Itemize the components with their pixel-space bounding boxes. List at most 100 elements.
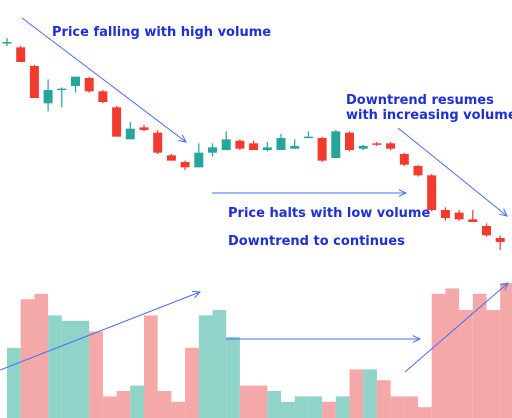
annotation-price-halts: Price halts with low volume [228,206,431,221]
volume-bar [486,310,501,418]
candle [386,142,396,150]
candle [468,210,478,222]
candle-body [331,131,341,158]
candle [43,79,53,112]
volume-bar [34,293,49,418]
candle [57,87,67,108]
candle-body [153,132,163,153]
volume-bar [472,293,487,418]
candle-body [16,47,26,62]
candle [98,90,108,104]
volume-bar [157,391,172,418]
candle [331,130,341,158]
candle-body [317,138,327,161]
volume-bar [404,396,418,418]
candle-body [84,78,94,92]
candle [290,139,300,149]
volume-bar [144,315,158,418]
volume-bar [363,369,377,418]
arrow-price-falling [21,17,187,143]
volume-bar [61,320,76,418]
candle-body [208,147,217,153]
candle-body [427,175,437,210]
candle-body [482,226,491,236]
volume-bar [390,396,405,418]
volume-bar [89,331,103,418]
volume-bar [335,396,350,418]
volume-bar [198,315,213,418]
candle [440,207,450,221]
volume-bar [226,337,240,418]
volume-bar [102,396,117,418]
volume-bar [294,396,309,418]
volume-bar [75,320,90,418]
annotation-downtrend-continues: Downtrend to continues [228,234,405,249]
volume-bar [48,315,62,418]
candle-body [345,132,354,150]
volume-bar [349,369,364,418]
candle [16,46,26,62]
candle [112,106,122,137]
candle [194,143,204,168]
volume-bar [500,283,512,418]
candle [139,124,149,132]
volume-bar [267,391,281,418]
trend-arrows [0,17,509,373]
candle [427,174,437,212]
candle [276,134,286,150]
candle-body [262,147,272,150]
volume-bar [185,347,199,418]
candle-body [290,146,300,149]
volume-bar [431,293,446,418]
candle-body [495,238,505,242]
volume-bar [130,385,144,418]
candle-body [112,107,122,137]
candle [2,38,12,46]
candle-body [399,154,409,165]
candle [125,122,135,140]
annotation-increasing-volume: with increasing volume [346,108,512,123]
candle [454,210,464,221]
candle-body [71,76,80,86]
candle-body [57,88,67,91]
volume-bar [376,380,391,418]
candle [84,76,94,93]
volume-bar [418,407,432,418]
candle-body [166,155,176,161]
volume-bar [116,391,131,418]
candle [495,235,505,250]
candle-body [303,136,313,139]
candle [71,76,80,93]
arrow-downtrend-resumes [397,127,508,217]
candle-body [43,90,53,104]
candle [208,143,217,157]
candle-body [454,212,464,220]
arrow-volume-increasing [404,282,509,373]
candle [166,154,176,161]
arrow-price-halts [212,189,408,197]
candle-body [249,143,259,150]
candle-body [413,166,423,176]
candle-body [468,219,478,222]
volume-bar [212,310,227,418]
candle [235,139,245,150]
candle [221,131,231,150]
candle [482,223,491,237]
candle-body [276,138,286,150]
candle-body [180,162,190,168]
price-candles [2,38,505,250]
volume-bar [281,401,295,418]
candle [413,164,423,177]
candle-body [358,146,368,149]
candle [399,152,409,166]
volume-bar [308,396,323,418]
candle [358,144,368,150]
candle-body [98,91,108,102]
volume-bar [171,401,186,418]
candle-body [29,66,39,98]
candle [317,136,327,162]
arrow-volume-flat [226,335,422,343]
candle [153,130,163,154]
volume-bar [322,401,336,418]
